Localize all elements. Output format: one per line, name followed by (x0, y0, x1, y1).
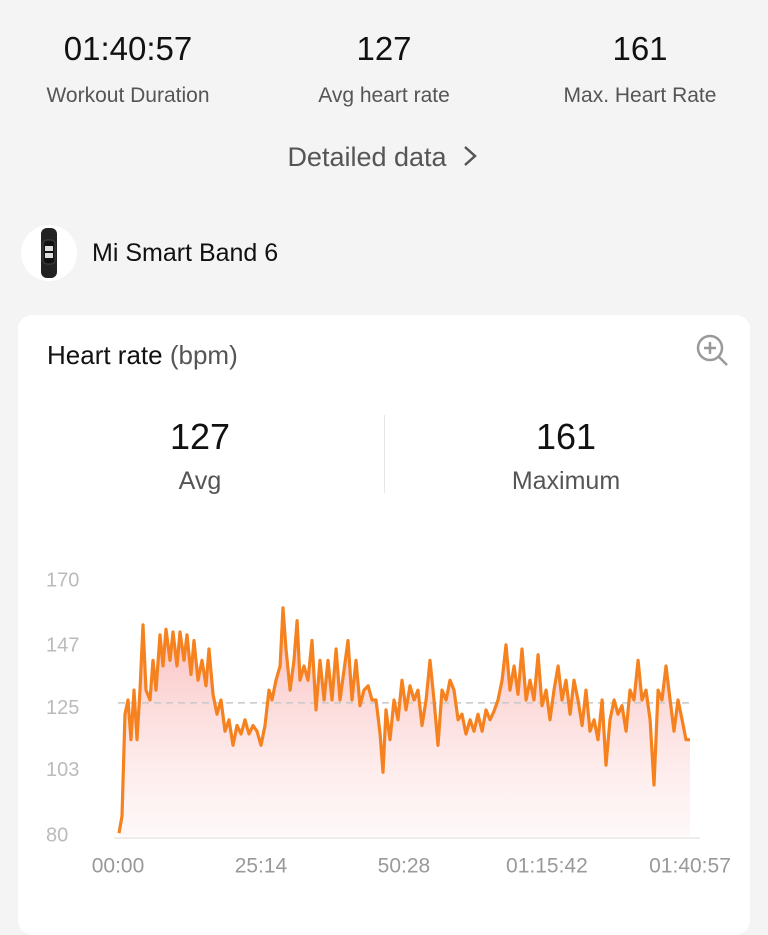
summary-label: Workout Duration (46, 84, 210, 107)
x-tick-label: 25:14 (235, 855, 288, 878)
y-tick-label: 170 (46, 569, 79, 591)
card-stat-value: 161 (535, 416, 597, 457)
y-tick-label: 103 (46, 759, 79, 781)
line (117, 606, 690, 834)
x-tick-label: 01:40:57 (649, 855, 731, 878)
detailed-data-link[interactable]: Detailed data (0, 142, 768, 173)
divider (384, 415, 385, 493)
summary-value: 127 (356, 30, 412, 67)
y-tick-label: 147 (46, 634, 79, 656)
summary-value: 01:40:57 (63, 30, 193, 67)
x-tick-label: 50:28 (378, 855, 431, 878)
summary-value: 161 (612, 30, 668, 67)
device-name: Mi Smart Band 6 (92, 239, 279, 267)
y-tick-label: 125 (46, 697, 79, 719)
page: 01:40:57 Workout Duration 127 Avg heart … (0, 30, 768, 935)
unit-text: (bpm) (169, 340, 238, 370)
title-text: Heart rate (47, 340, 163, 370)
chevron-icon (463, 146, 477, 166)
card-stat-value: 127 (169, 416, 231, 457)
summary-label: Avg heart rate (318, 84, 450, 107)
zoom-button[interactable] (694, 332, 730, 368)
x-tick-label: 00:00 (92, 855, 145, 878)
y-tick-label: 80 (46, 824, 68, 846)
heart-rate-chart: 80 103 125 147 170 00:00 25:14 50:28 01:15:42 01:… (46, 569, 731, 878)
area (119, 607, 690, 836)
summary-label: Max. Heart Rate (563, 84, 717, 107)
card-stat-label: Maximum (511, 467, 621, 495)
card-stat-label: Avg (178, 467, 222, 495)
x-tick-label: 01:15:42 (506, 855, 588, 878)
device-icon (21, 225, 77, 281)
card-title: Heart rate (bpm) (47, 340, 238, 371)
link-text[interactable]: Detailed data (287, 142, 447, 172)
